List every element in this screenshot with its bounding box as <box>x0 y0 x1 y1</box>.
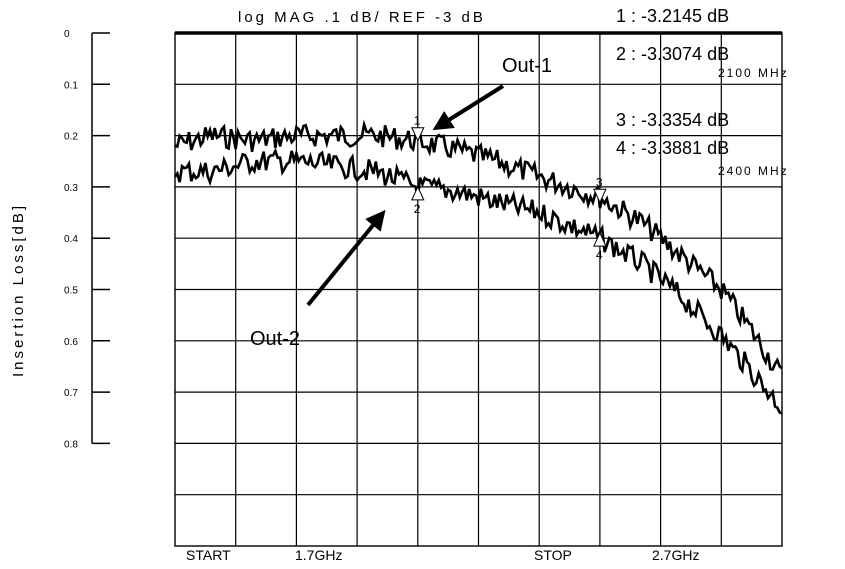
start-label: START <box>186 547 231 563</box>
marker-4-triangle <box>593 231 607 247</box>
arrow-out-2 <box>306 209 386 307</box>
y-axis-title: Insertion Loss[dB] <box>10 203 27 377</box>
marker-2-frequency: 2100 MHz <box>718 66 789 80</box>
marker-1-number: 1 <box>414 114 421 128</box>
y-tick-label: 0.6 <box>64 337 78 348</box>
series-line-out-2 <box>173 147 783 415</box>
trace-group <box>173 119 783 415</box>
y-tick-label: 0.5 <box>64 286 78 297</box>
series-line-out-1 <box>174 119 783 371</box>
marker-readout-list: 1 : -3.2145 dB 2 : -3.3074 dB 2100 MHz 3 : … <box>616 6 789 178</box>
y-tick-label: 0.3 <box>64 183 78 194</box>
arrow-out-1 <box>432 84 505 131</box>
start-frequency: 1.7GHz <box>295 547 342 563</box>
y-tick-label: 0.4 <box>64 234 78 245</box>
marker-4-number: 4 <box>596 248 603 262</box>
marker-1-readout: 1 : -3.2145 dB <box>616 6 729 26</box>
marker-2-triangle <box>411 185 425 201</box>
y-tick-label: 0.7 <box>64 388 78 399</box>
y-axis: 0 0.1 0.2 0.3 0.4 0.5 0.6 0.7 0.8 <box>64 29 110 450</box>
y-tick-label: 0 <box>64 29 70 40</box>
marker-3-readout: 3 : -3.3354 dB <box>616 110 729 130</box>
annotation-out-2: Out-2 <box>250 328 300 350</box>
marker-2-readout: 2 : -3.3074 dB <box>616 44 729 64</box>
marker-4-frequency: 2400 MHz <box>718 164 789 178</box>
marker-3-triangle <box>593 188 607 204</box>
chart-title: log MAG .1 dB/ REF -3 dB <box>238 9 486 26</box>
marker-1-triangle <box>411 127 425 142</box>
y-tick-label: 0.8 <box>64 439 78 450</box>
marker-3-number: 3 <box>596 175 603 189</box>
y-tick-label: 0.2 <box>64 132 78 143</box>
plot-grid <box>174 31 783 547</box>
marker-group: 1 2 3 4 <box>411 114 607 262</box>
stop-label: STOP <box>534 547 572 563</box>
marker-2-number: 2 <box>414 202 421 216</box>
marker-4-readout: 4 : -3.3881 dB <box>616 138 729 158</box>
annotation-out-1: Out-1 <box>502 55 552 77</box>
annotation-group: Out-1 Out-2 <box>250 55 552 350</box>
y-tick-label: 0.1 <box>64 80 78 91</box>
stop-frequency: 2.7GHz <box>652 547 699 563</box>
